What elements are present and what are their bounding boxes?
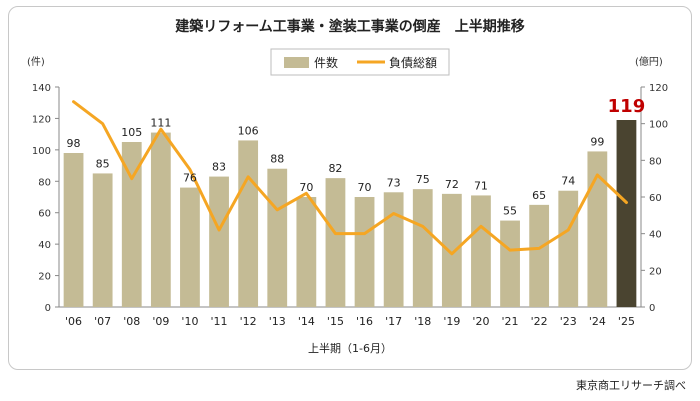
left-tick-label: 0: [45, 303, 51, 314]
chart-title: 建築リフォーム工事業・塗装工事業の倒産 上半期推移: [175, 18, 525, 35]
x-tick-label: '16: [356, 315, 373, 328]
bar-08: [121, 142, 142, 307]
legend-label-debt: 負債総額: [389, 55, 437, 70]
x-tick-label: '08: [123, 315, 140, 328]
bar-20: [471, 195, 491, 307]
bar-value-label: 70: [358, 181, 372, 194]
bar-value-label: 82: [328, 162, 342, 175]
x-tick-label: '23: [560, 315, 577, 328]
bar-value-label: 75: [416, 173, 430, 186]
bar-value-label: 74: [561, 175, 575, 188]
left-tick-label: 140: [32, 83, 51, 94]
bar-12: [238, 140, 259, 307]
bar-14: [296, 197, 317, 307]
right-tick-label: 40: [649, 230, 662, 241]
x-tick-label: '14: [298, 315, 315, 328]
bar-value-label: 88: [270, 153, 284, 166]
debt-line-series: [72, 100, 628, 256]
bar-15: [325, 178, 346, 307]
bar-11: [209, 176, 229, 307]
left-tick-label: 80: [38, 177, 51, 188]
right-tick-label: 0: [649, 303, 655, 314]
bar-value-label: 70: [299, 181, 313, 194]
bar-22: [529, 204, 550, 307]
bar-value-label: 72: [445, 178, 459, 191]
bar-value-label: 99: [590, 135, 604, 148]
right-tick-label: 100: [649, 120, 668, 131]
x-tick-label: '15: [327, 315, 344, 328]
right-axis-unit: (億円): [635, 55, 663, 68]
bar-value-label: 85: [96, 157, 110, 170]
bar-13: [267, 168, 288, 307]
x-tick-label: '19: [443, 315, 460, 328]
x-tick-label: '21: [502, 315, 519, 328]
right-tick-label: 120: [649, 83, 668, 94]
bar-18: [412, 189, 433, 307]
x-tick-label: '13: [269, 315, 286, 328]
x-tick-label: '17: [385, 315, 402, 328]
right-tick-label: 80: [649, 156, 662, 167]
x-axis-title: 上半期（1-6月）: [308, 341, 392, 355]
x-tick-label: '18: [414, 315, 431, 328]
bar-value-label: 65: [532, 189, 546, 202]
chart-frame: 建築リフォーム工事業・塗装工事業の倒産 上半期推移 件数 負債総額 (件) (億…: [8, 6, 692, 370]
right-tick-label: 20: [649, 266, 662, 277]
bar-25: [616, 120, 637, 307]
left-tick-label: 120: [32, 114, 51, 125]
bar-06: [63, 153, 84, 307]
left-tick-label: 100: [32, 146, 51, 157]
bar-09: [150, 132, 171, 307]
left-tick-label: 60: [38, 209, 51, 220]
bar-value-label: 71: [474, 179, 488, 192]
x-tick-label: '07: [94, 315, 111, 328]
source-note: 東京商工リサーチ調べ: [576, 379, 686, 392]
left-axis-unit: (件): [27, 56, 45, 68]
x-tick-label: '06: [65, 315, 82, 328]
x-tick-label: '09: [152, 315, 169, 328]
legend-label-count: 件数: [314, 55, 338, 70]
bar-value-label: 106: [238, 124, 259, 137]
x-tick-label: '22: [531, 315, 548, 328]
bar-17: [383, 192, 404, 307]
bar-10: [180, 187, 200, 307]
bar-value-label: 73: [387, 176, 401, 189]
bar-value-label: 105: [121, 126, 142, 139]
bar-07: [92, 173, 113, 307]
left-tick-label: 40: [38, 240, 51, 251]
bar-24: [587, 151, 608, 307]
bar-value-label: 55: [503, 205, 517, 218]
bar-value-label: 111: [150, 117, 171, 130]
bar-value-label: 76: [183, 172, 197, 185]
bar-23: [558, 190, 579, 307]
legend: 件数 負債総額: [270, 48, 450, 76]
legend-swatch-count: [284, 57, 309, 68]
x-tick-label: '25: [618, 315, 635, 328]
chart-svg: 建築リフォーム工事業・塗装工事業の倒産 上半期推移 件数 負債総額 (件) (億…: [27, 18, 668, 355]
bar-19: [441, 193, 462, 307]
x-tick-label: '10: [181, 315, 198, 328]
bar-16: [354, 197, 375, 307]
bar-21: [500, 220, 520, 307]
left-tick-label: 20: [38, 272, 51, 283]
bar-value-label: 119: [608, 96, 646, 117]
x-tick-label: '12: [240, 315, 257, 328]
bar-value-label: 83: [212, 161, 226, 174]
x-tick-label: '20: [472, 315, 489, 328]
x-tick-label: '24: [589, 315, 606, 328]
right-tick-label: 60: [649, 193, 662, 204]
x-tick-label: '11: [211, 315, 228, 328]
bar-value-label: 98: [67, 137, 81, 150]
